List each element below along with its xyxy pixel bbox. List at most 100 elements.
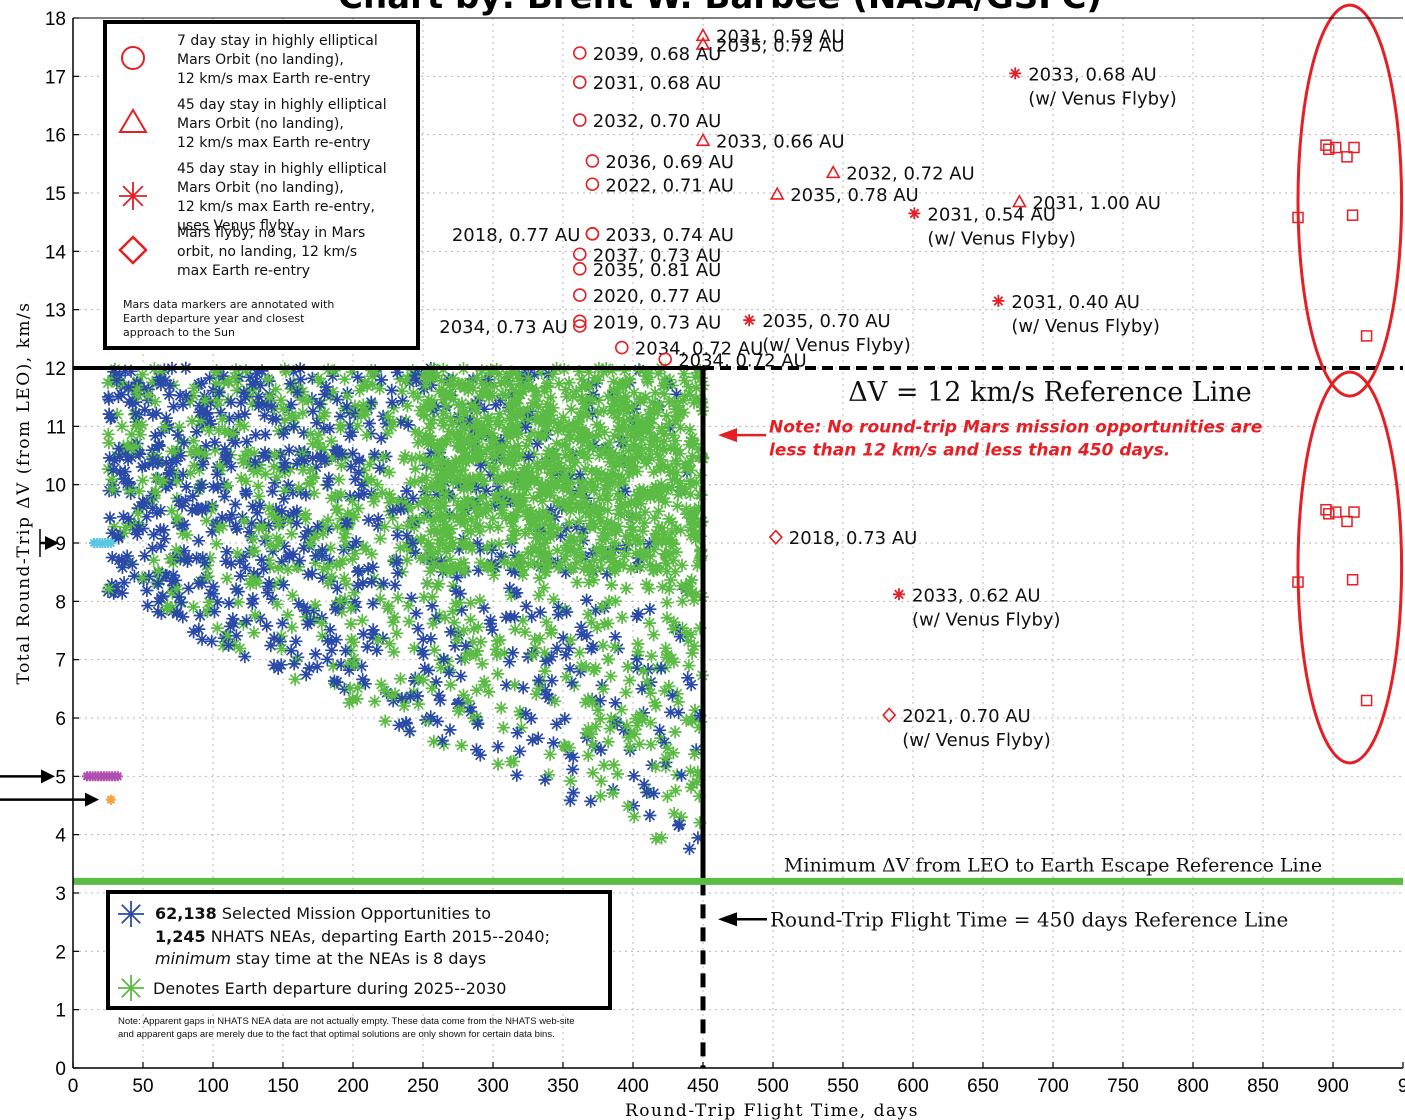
nhats-blue-point bbox=[368, 447, 382, 461]
nhats-blue-point bbox=[349, 535, 363, 549]
nhats-green-point bbox=[245, 397, 259, 411]
nhats-blue-point bbox=[262, 519, 276, 533]
nhats-green-point bbox=[285, 620, 299, 634]
nhats-blue-point bbox=[563, 748, 577, 762]
nhats-green-point bbox=[521, 468, 535, 482]
nhats-green-point bbox=[585, 727, 599, 741]
nhats-green-point bbox=[544, 623, 558, 637]
nhats-green-point bbox=[689, 392, 703, 406]
mars-circle-marker bbox=[572, 75, 587, 89]
nhats-green-point bbox=[527, 447, 541, 461]
nhats-green-point bbox=[623, 520, 637, 534]
nhats-green-point bbox=[147, 553, 161, 567]
nhats-green-point bbox=[552, 377, 566, 391]
nhats-blue-point bbox=[208, 435, 222, 449]
nhats-blue-point bbox=[463, 414, 477, 428]
nhats-green-point bbox=[602, 436, 616, 449]
nhats-blue-point bbox=[147, 528, 161, 542]
nhats-blue-point bbox=[219, 554, 233, 568]
mars-triangle-marker bbox=[695, 132, 711, 147]
nhats-green-point bbox=[461, 494, 475, 508]
nhats-green-point bbox=[417, 590, 431, 604]
nhats-green-point bbox=[473, 519, 487, 533]
nhats-green-point bbox=[474, 556, 487, 569]
nhats-green-point bbox=[446, 476, 460, 490]
nhats-green-point bbox=[608, 521, 622, 535]
nhats-green-point bbox=[133, 428, 147, 442]
nhats-green-point bbox=[436, 523, 449, 537]
nhats-green-point bbox=[337, 531, 351, 545]
nhats-blue-point bbox=[218, 442, 232, 456]
nhats-blue-point bbox=[352, 488, 366, 502]
nhats-green-point bbox=[631, 493, 645, 507]
nhats-blue-point bbox=[337, 682, 351, 696]
nhats-green-point bbox=[608, 405, 622, 419]
nhats-blue-point bbox=[408, 674, 421, 688]
nhats-green-point bbox=[576, 393, 590, 407]
nhats-blue-point bbox=[574, 620, 588, 634]
nhats-green-point bbox=[457, 450, 471, 464]
nhats-green-point bbox=[552, 496, 566, 510]
nhats-green-point bbox=[531, 400, 545, 414]
nhats-green-point bbox=[535, 494, 549, 508]
nhats-green-point bbox=[642, 408, 656, 422]
nhats-blue-point bbox=[233, 554, 247, 568]
nhats-green-point bbox=[440, 544, 453, 558]
nhats-green-point bbox=[526, 649, 540, 662]
nhats-blue-point bbox=[397, 501, 411, 515]
nhats-blue-point bbox=[443, 723, 457, 737]
nhats-blue-point bbox=[110, 373, 124, 387]
nhats-green-point bbox=[598, 425, 612, 439]
nhats-blue-point bbox=[297, 426, 311, 440]
nhats-green-point bbox=[595, 600, 609, 614]
nhats-blue-point bbox=[262, 394, 276, 408]
nhats-blue-point bbox=[124, 487, 138, 500]
nhats-blue-point bbox=[103, 511, 117, 525]
nhats-green-point bbox=[154, 365, 168, 379]
nhats-green-point bbox=[427, 735, 441, 748]
nhats-blue-point bbox=[238, 407, 252, 421]
nhats-blue-point bbox=[510, 768, 524, 782]
nhats-green-point bbox=[654, 477, 668, 491]
nhats-green-point bbox=[130, 381, 144, 395]
y-tick-label: 15 bbox=[45, 184, 66, 205]
mars-circle-marker bbox=[658, 352, 673, 367]
nhats-green-point bbox=[398, 693, 412, 706]
nhats-green-point bbox=[617, 474, 631, 488]
nhats-green-point bbox=[693, 468, 707, 482]
nhats-green-point bbox=[485, 426, 499, 440]
nhats-green-point bbox=[354, 408, 368, 422]
nhats-green-point bbox=[692, 721, 706, 734]
nhats-green-point bbox=[692, 789, 706, 803]
mars-triangle-marker bbox=[695, 36, 711, 50]
nhats-green-point bbox=[286, 376, 300, 390]
nhats-green-point bbox=[373, 382, 387, 396]
nhats-blue-point bbox=[392, 718, 406, 732]
nhats-green-point bbox=[392, 495, 405, 509]
nhats-green-point bbox=[465, 542, 479, 556]
nhats-green-point bbox=[575, 391, 589, 405]
nhats-green-point bbox=[444, 411, 458, 425]
nhats-blue-point bbox=[146, 452, 160, 466]
nhats-blue-point bbox=[142, 569, 156, 583]
nhats-green-point bbox=[511, 499, 525, 513]
legend-circle-icon bbox=[121, 46, 145, 70]
nhats-green-point bbox=[568, 456, 582, 470]
nhats-blue-point bbox=[645, 758, 659, 772]
nhats-blue-point bbox=[300, 604, 314, 618]
nhats-green-point bbox=[505, 557, 519, 571]
nhats-blue-point bbox=[491, 479, 505, 493]
nhats-green-point bbox=[165, 444, 179, 458]
nhats-green-point bbox=[470, 418, 484, 431]
nhats-blue-point bbox=[673, 630, 687, 644]
nhats-green-point bbox=[376, 450, 390, 464]
nhats-green-point bbox=[259, 467, 272, 481]
nhats-green-point bbox=[456, 406, 470, 420]
nhats-green-point bbox=[463, 538, 477, 552]
nhats-blue-point bbox=[559, 648, 573, 662]
nhats-green-point bbox=[529, 687, 543, 701]
nhats-green-point bbox=[227, 427, 241, 441]
nhats-blue-point bbox=[637, 778, 651, 791]
nhats-green-point bbox=[547, 415, 561, 429]
nhats-green-point bbox=[412, 426, 426, 440]
